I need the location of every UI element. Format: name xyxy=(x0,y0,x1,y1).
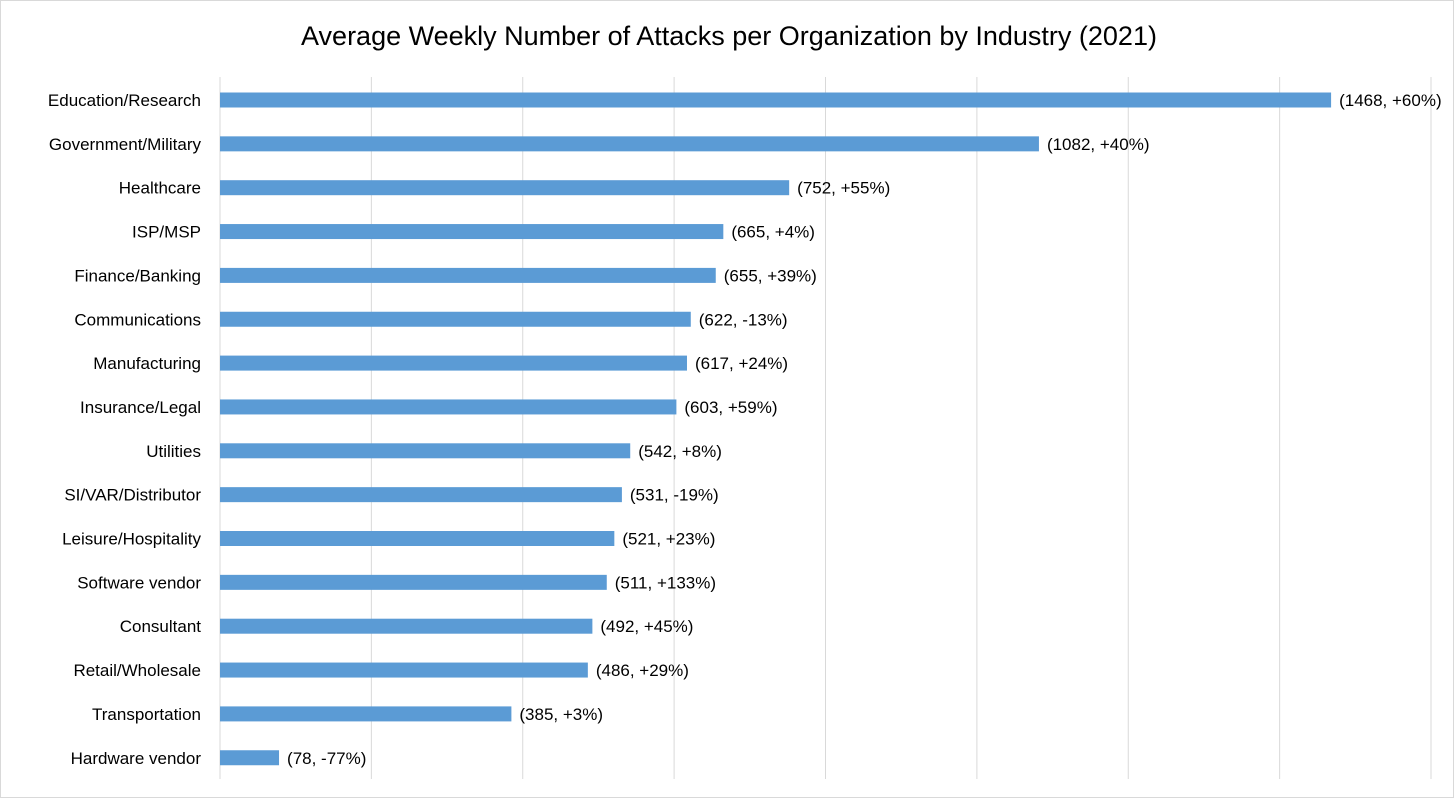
bar xyxy=(220,267,716,283)
bar xyxy=(220,136,1039,152)
data-label: (655, +39%) xyxy=(724,266,817,285)
data-label: (521, +23%) xyxy=(622,530,715,549)
bar xyxy=(220,750,280,766)
category-label: Healthcare xyxy=(119,179,201,198)
category-label: Hardware vendor xyxy=(71,749,202,768)
data-label: (665, +4%) xyxy=(731,223,815,242)
bar xyxy=(220,618,593,634)
category-label: Government/Military xyxy=(49,135,202,154)
bars xyxy=(220,92,1332,766)
bar xyxy=(220,443,631,459)
data-label: (511, +133%) xyxy=(615,573,716,592)
category-label: SI/VAR/Distributor xyxy=(64,486,201,505)
category-label: Transportation xyxy=(92,705,201,724)
bar xyxy=(220,487,622,503)
category-label: Leisure/Hospitality xyxy=(62,530,201,549)
data-label: (752, +55%) xyxy=(797,179,890,198)
data-label: (486, +29%) xyxy=(596,661,689,680)
chart-title: Average Weekly Number of Attacks per Org… xyxy=(301,21,1157,51)
category-label: Utilities xyxy=(146,442,201,461)
data-label: (622, -13%) xyxy=(699,310,788,329)
data-label: (531, -19%) xyxy=(630,486,719,505)
bar xyxy=(220,706,512,722)
data-label: (78, -77%) xyxy=(287,749,366,768)
data-label: (617, +24%) xyxy=(695,354,788,373)
category-label: Finance/Banking xyxy=(74,266,201,285)
category-label: Communications xyxy=(74,310,201,329)
category-label: Software vendor xyxy=(77,573,201,592)
data-label: (542, +8%) xyxy=(638,442,722,461)
bar xyxy=(220,311,691,327)
bar xyxy=(220,92,1332,108)
data-label: (1082, +40%) xyxy=(1047,135,1150,154)
bar xyxy=(220,180,790,196)
data-label: (1468, +60%) xyxy=(1339,91,1442,110)
category-label: Consultant xyxy=(120,617,202,636)
bar xyxy=(220,662,588,678)
data-label: (603, +59%) xyxy=(684,398,777,417)
bar xyxy=(220,399,677,415)
category-label: Retail/Wholesale xyxy=(73,661,201,680)
category-label: Manufacturing xyxy=(93,354,201,373)
bar xyxy=(220,574,607,590)
data-label: (492, +45%) xyxy=(600,617,693,636)
category-label: ISP/MSP xyxy=(132,223,201,242)
category-label: Education/Research xyxy=(48,91,201,110)
labels: Education/Research (1468, +60%) Government… xyxy=(48,91,1442,768)
category-label: Insurance/Legal xyxy=(80,398,201,417)
bar xyxy=(220,355,687,371)
bar xyxy=(220,531,615,546)
data-label: (385, +3%) xyxy=(519,705,603,724)
bar xyxy=(220,224,724,240)
